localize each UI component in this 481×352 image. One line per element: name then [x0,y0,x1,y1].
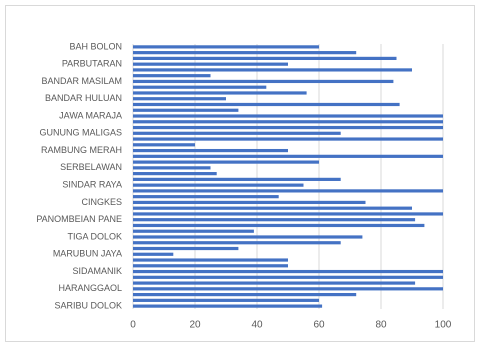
y-tick-label: MARUBUN JAYA [53,249,122,259]
bar [133,56,397,61]
bar [133,177,341,181]
bar [133,189,443,193]
y-tick-label: JAWA MARAJA [59,110,122,120]
bar [133,160,319,164]
x-tick-label: 20 [189,320,201,331]
bar [133,166,211,170]
y-tick-label: BAH BOLON [69,41,122,51]
x-tick-label: 0 [130,320,136,331]
bar [133,97,226,101]
bar [133,172,217,176]
bar [133,137,443,141]
bar [133,304,323,308]
bar [133,143,195,147]
bar [133,212,443,216]
y-tick-label: HARANGGAOL [58,283,122,293]
bar [133,241,341,245]
bar [133,235,363,239]
bar [133,269,443,274]
bar [133,102,400,107]
y-tick-label: SARIBU DOLOK [54,300,122,310]
bar [133,287,443,291]
bar [133,252,174,256]
y-tick-label: BANDAR MASILAM [41,76,122,86]
bar [133,292,357,297]
bar [133,275,443,279]
bar [133,258,288,262]
y-tick-label: GUNUNG MALIGAS [39,128,122,138]
bar [133,74,211,78]
bar [133,125,443,130]
bar [133,51,357,55]
bar [133,206,412,210]
bar [133,120,443,124]
chart-border [5,5,475,342]
y-tick-label: PARBUTARAN [62,59,122,69]
bar [133,154,443,158]
bar [133,246,239,251]
bar [133,218,416,222]
bar [133,68,412,72]
bar [133,195,279,199]
bar [133,281,416,285]
y-tick-label: CINGKES [81,197,122,207]
bar [133,62,288,66]
bar [133,200,366,205]
x-tick-label: 100 [435,320,452,331]
bar [133,114,443,118]
bar [133,183,304,187]
bar [133,79,394,84]
x-tick-label: 60 [313,320,325,331]
y-tick-label: SERBELAWAN [60,162,122,172]
bar [133,148,288,153]
y-tick-label: RAMBUNG MERAH [41,145,122,155]
bar [133,131,341,135]
y-tick-label: SIDAMANIK [72,266,122,276]
bar [133,223,425,228]
y-tick-label: PANOMBEIAN PANE [36,214,122,224]
y-tick-label: BANDAR HULUAN [45,93,122,103]
x-tick-label: 40 [251,320,263,331]
bar [133,45,319,49]
bar [133,108,239,112]
bar [133,298,319,302]
y-tick-label: SINDAR RAYA [62,180,122,190]
x-tick-label: 80 [375,320,387,331]
bar [133,91,307,95]
bar [133,264,288,268]
bar [133,85,267,89]
bar [133,229,254,233]
y-tick-label: TIGA DOLOK [67,231,122,241]
